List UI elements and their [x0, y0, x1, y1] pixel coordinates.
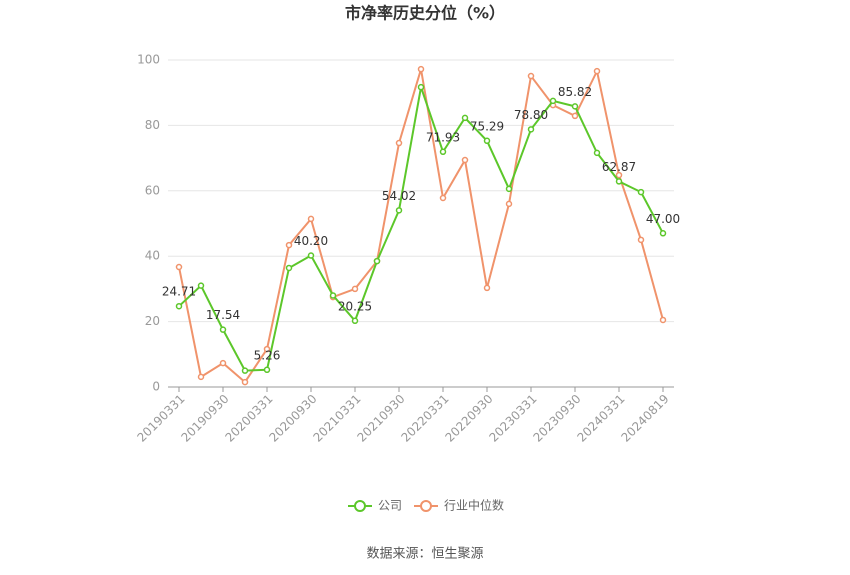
point [263, 345, 271, 353]
point [329, 292, 337, 299]
data-label: 5.26 [254, 348, 281, 362]
point [615, 171, 623, 179]
point [637, 236, 645, 244]
point [439, 194, 447, 202]
point [483, 284, 491, 292]
point [593, 67, 601, 75]
point [395, 139, 403, 147]
point [263, 366, 271, 374]
series-line [178, 68, 664, 384]
point [571, 112, 579, 120]
point [285, 241, 293, 249]
point [175, 263, 183, 271]
series-line [178, 86, 664, 372]
point [637, 188, 645, 196]
source: 数据来源：恒生聚源 [366, 547, 483, 562]
point [175, 302, 183, 310]
point [351, 285, 359, 293]
y-tick-label: 60 [145, 183, 160, 197]
data-label: 62.87 [602, 160, 636, 174]
data-label: 24.71 [162, 285, 196, 299]
point [285, 264, 293, 272]
data-label: 71.93 [426, 130, 460, 144]
legend-marker [420, 500, 432, 512]
point [527, 126, 535, 133]
data-label: 20.25 [338, 299, 372, 313]
point [241, 367, 249, 374]
point [571, 103, 579, 110]
point [197, 282, 205, 289]
point [461, 156, 469, 164]
legend-marker [354, 500, 366, 512]
point [659, 316, 667, 324]
point [527, 72, 535, 80]
y-tick-label: 20 [145, 314, 160, 328]
point [307, 215, 315, 223]
data-label: 75.29 [470, 119, 504, 133]
point [439, 148, 447, 156]
point [615, 178, 623, 185]
data-label: 54.02 [382, 189, 416, 203]
point [197, 373, 205, 381]
data-label: 17.54 [206, 308, 240, 322]
x-tick-label: 20240819 [619, 392, 672, 445]
y-tick-label: 80 [145, 118, 160, 132]
data-label: 85.82 [558, 85, 592, 99]
point [417, 65, 425, 73]
y-tick-label: 40 [145, 249, 160, 263]
point [219, 359, 227, 367]
data-label: 40.20 [294, 234, 328, 248]
chart-title: 市净率历史分位（%） [345, 4, 505, 23]
point [241, 378, 249, 386]
point [593, 149, 601, 157]
point [219, 326, 227, 333]
point [505, 200, 513, 208]
point [373, 257, 381, 265]
point [395, 207, 403, 214]
point [483, 137, 491, 145]
point [461, 114, 469, 122]
y-tick-label: 0 [152, 380, 160, 394]
point [505, 185, 513, 193]
data-label: 47.00 [646, 212, 680, 226]
point [659, 230, 667, 237]
point [417, 83, 425, 91]
point [307, 252, 315, 259]
point [351, 317, 359, 325]
data-label: 78.80 [514, 108, 548, 122]
legend-label[interactable]: 公司 [378, 499, 402, 513]
point [549, 97, 557, 105]
y-tick-label: 100 [137, 53, 160, 67]
legend-label[interactable]: 行业中位数 [444, 498, 504, 513]
